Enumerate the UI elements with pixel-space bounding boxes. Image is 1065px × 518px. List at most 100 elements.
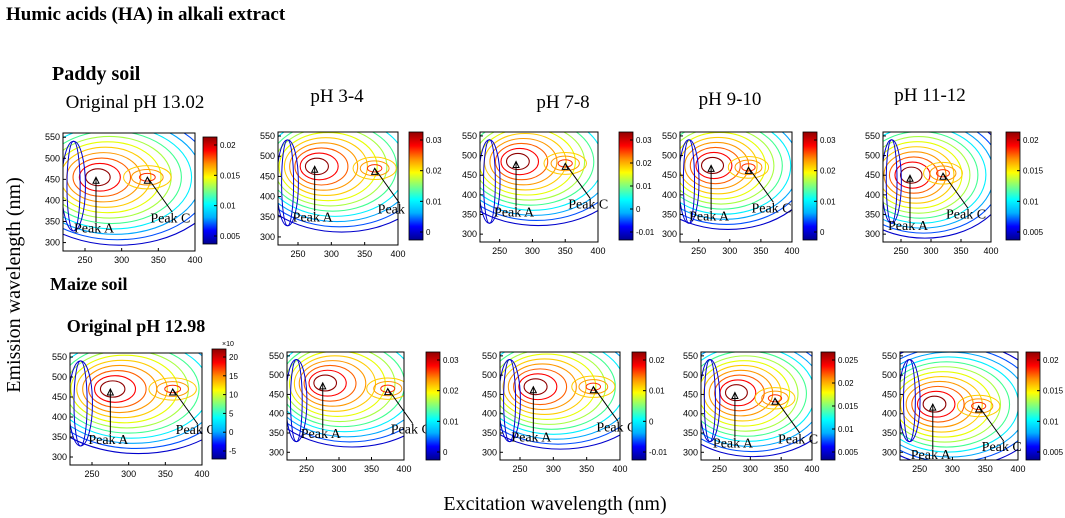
contour-line <box>899 166 923 184</box>
colorbar-tick-label: 0.02 <box>443 387 459 396</box>
y-tick-label: 350 <box>882 428 897 438</box>
peak-arrow <box>942 172 969 209</box>
contour-line <box>708 369 774 417</box>
contour-line <box>883 146 955 204</box>
colorbar-tick-label: 0.01 <box>838 425 854 434</box>
y-tick-label: 350 <box>269 428 284 438</box>
contour-group <box>63 133 195 246</box>
peak-label: Peak A <box>494 205 535 220</box>
peak-label: Peak C <box>378 202 418 217</box>
peak-arrow <box>978 405 1005 442</box>
contour-line-edge <box>70 360 93 447</box>
peak-arrowhead <box>928 402 937 411</box>
contour-line-peak-c <box>971 401 987 411</box>
contour-group <box>480 132 598 227</box>
contour-line <box>287 352 404 428</box>
peak-arrow <box>564 163 591 199</box>
contour-line <box>701 352 812 453</box>
eem-panel-10: 300 350 400 450 500 550 250 300 350 400 Peak A Peak… <box>882 351 1064 474</box>
contour-line <box>680 132 792 220</box>
plot-frame <box>286 351 405 461</box>
contour-line <box>278 208 398 228</box>
contour-line <box>308 369 347 397</box>
contour-line <box>66 152 142 203</box>
y-tick-label: 350 <box>482 428 497 438</box>
x-tick-label: 300 <box>945 464 960 474</box>
contour-line-peak-c <box>156 381 190 397</box>
y-tick-label: 500 <box>865 151 880 161</box>
contour-line <box>313 374 338 392</box>
contour-line <box>303 364 357 402</box>
contour-line-peak-c <box>123 165 172 190</box>
contour-line <box>714 374 765 412</box>
contour-line <box>287 352 396 423</box>
y-tick-label: 300 <box>482 447 497 457</box>
contour-line-edge <box>885 139 898 224</box>
plot-frame <box>700 351 813 461</box>
colorbar-tick-label: 0.02 <box>838 379 854 388</box>
colorbar-tick-label: 0.03 <box>426 136 442 145</box>
contour-line-edge <box>287 359 308 443</box>
x-tick-label: 350 <box>953 246 968 256</box>
plot-frame <box>62 132 196 252</box>
peak-label: Peak A <box>293 210 334 225</box>
contour-line-peak-c <box>164 384 182 394</box>
contour-line <box>701 439 812 458</box>
contour-line <box>680 132 792 215</box>
colorbar-tick-label: -5 <box>229 447 237 456</box>
contour-line <box>922 395 947 413</box>
contour-line <box>494 142 549 181</box>
peak-arrowhead <box>370 167 379 175</box>
y-axis-label: Emission wavelength (nm) <box>3 177 25 393</box>
row-label-paddy: Paddy soil <box>52 63 141 85</box>
colorbar-tick-label: 0 <box>649 417 654 426</box>
contour-line-edge <box>903 359 916 443</box>
contour-line <box>288 352 386 417</box>
x-tick-label: 350 <box>558 246 573 256</box>
panel-title: Original pH 13.02 <box>66 92 205 113</box>
panel-title: pH 11-12 <box>894 85 966 106</box>
x-tick-label: 350 <box>579 464 594 474</box>
peak-label: Peak C <box>946 207 986 222</box>
y-tick-label: 550 <box>269 351 284 361</box>
y-tick-label: 400 <box>462 190 477 200</box>
peak-arrowhead <box>512 160 520 168</box>
x-tick-label: 250 <box>84 469 99 479</box>
contour-group <box>287 352 404 448</box>
contour-line-peak-c <box>578 379 609 395</box>
contour-line-peak-c <box>734 159 763 176</box>
contour-line-edge <box>680 139 700 224</box>
contour-line <box>88 370 147 408</box>
contour-line <box>500 147 540 176</box>
colorbar-tick-label: 0.015 <box>1043 387 1064 396</box>
peak-label: Peak A <box>74 221 115 236</box>
x-tick-label: 250 <box>492 246 507 256</box>
y-tick-label: 450 <box>662 170 677 180</box>
colorbar-tick-label: 0.02 <box>1023 136 1039 145</box>
x-tick-label: 350 <box>158 469 173 479</box>
y-tick-label: 450 <box>45 174 60 184</box>
y-tick-label: 500 <box>662 151 677 161</box>
contour-line <box>298 360 367 407</box>
x-tick-label: 400 <box>187 255 202 265</box>
eem-panel-1: Original pH 13.02 300 350 400 450 500 550 250 30… <box>45 92 241 265</box>
x-axis-label: Excitation wavelength (nm) <box>443 493 666 515</box>
peak-label: Peak C <box>568 197 608 212</box>
y-tick-label: 550 <box>45 132 60 142</box>
x-tick-label: 350 <box>774 464 789 474</box>
y-tick-label: 300 <box>462 229 477 239</box>
colorbar-tick-label: 0.025 <box>838 356 859 365</box>
contour-line-peak-c <box>964 398 994 414</box>
colorbar-tick-label: 0 <box>636 205 641 214</box>
contour-line <box>70 436 202 455</box>
contour-line <box>299 152 339 181</box>
eem-panel-2: pH 3-4 300 350 400 450 500 550 250 300 350 400 Peak… <box>260 86 442 259</box>
contour-line <box>480 191 598 216</box>
peak-label: Peak C <box>176 423 216 438</box>
contour-line-peak-c <box>557 159 573 168</box>
contour-line <box>78 162 121 192</box>
contour-line <box>63 146 152 208</box>
colorbar-tick-label: 0.03 <box>820 136 836 145</box>
peak-label: Peak A <box>888 219 929 234</box>
peak-label: Peak C <box>391 423 431 438</box>
